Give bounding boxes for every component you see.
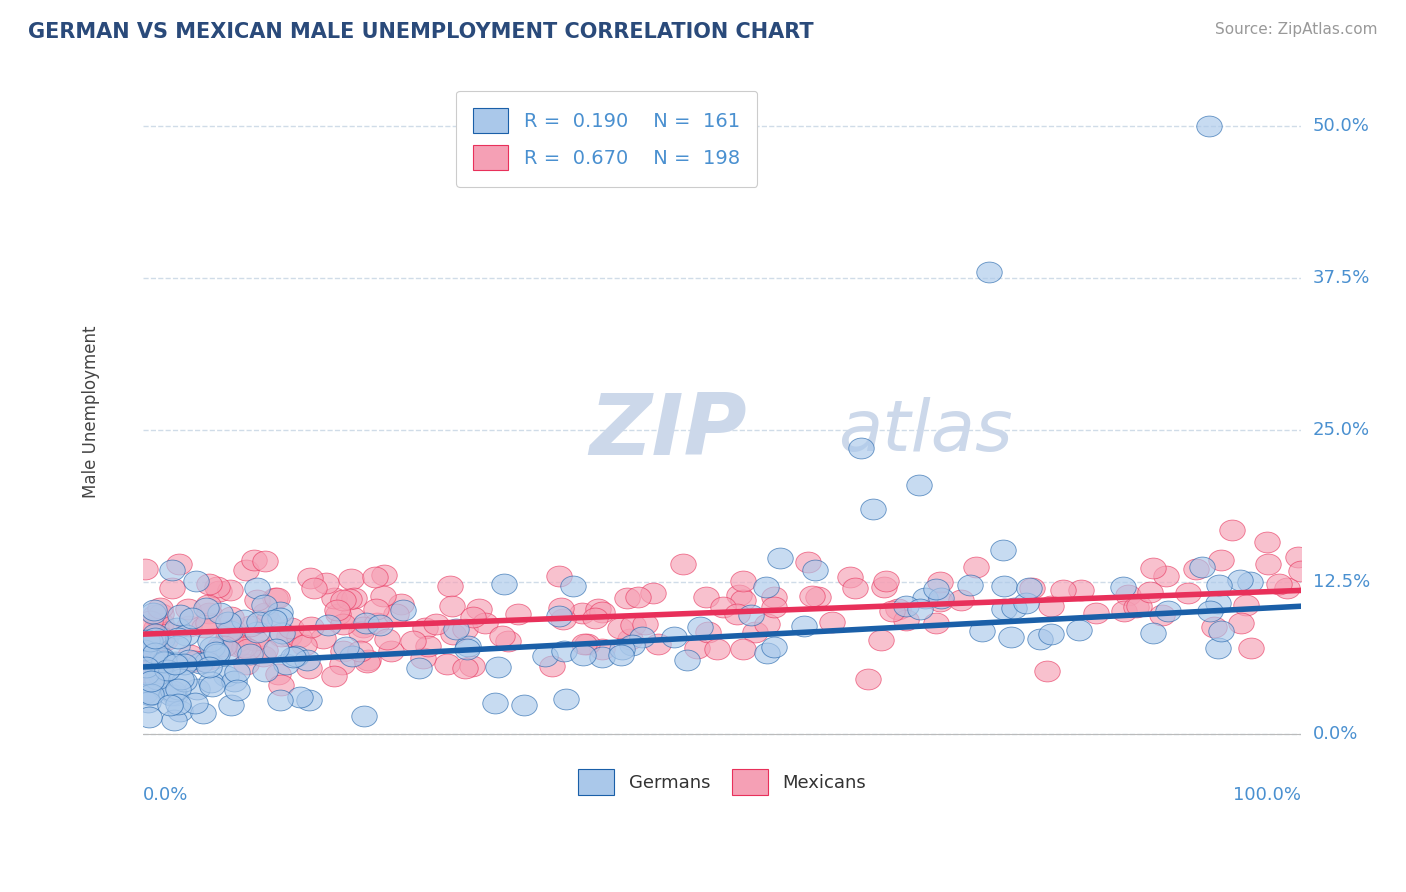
Text: 100.0%: 100.0% <box>1233 786 1302 804</box>
Text: Source: ZipAtlas.com: Source: ZipAtlas.com <box>1215 22 1378 37</box>
Text: 25.0%: 25.0% <box>1313 421 1369 439</box>
Text: 37.5%: 37.5% <box>1313 269 1369 287</box>
Text: 50.0%: 50.0% <box>1313 117 1369 135</box>
Legend: Germans, Mexicans: Germans, Mexicans <box>569 760 876 804</box>
Text: GERMAN VS MEXICAN MALE UNEMPLOYMENT CORRELATION CHART: GERMAN VS MEXICAN MALE UNEMPLOYMENT CORR… <box>28 22 814 42</box>
Text: 0.0%: 0.0% <box>1313 725 1358 743</box>
Text: 12.5%: 12.5% <box>1313 573 1369 591</box>
Text: ZIP: ZIP <box>589 391 747 474</box>
Text: atlas: atlas <box>838 397 1012 467</box>
Text: 0.0%: 0.0% <box>143 786 188 804</box>
Text: Male Unemployment: Male Unemployment <box>82 326 100 498</box>
